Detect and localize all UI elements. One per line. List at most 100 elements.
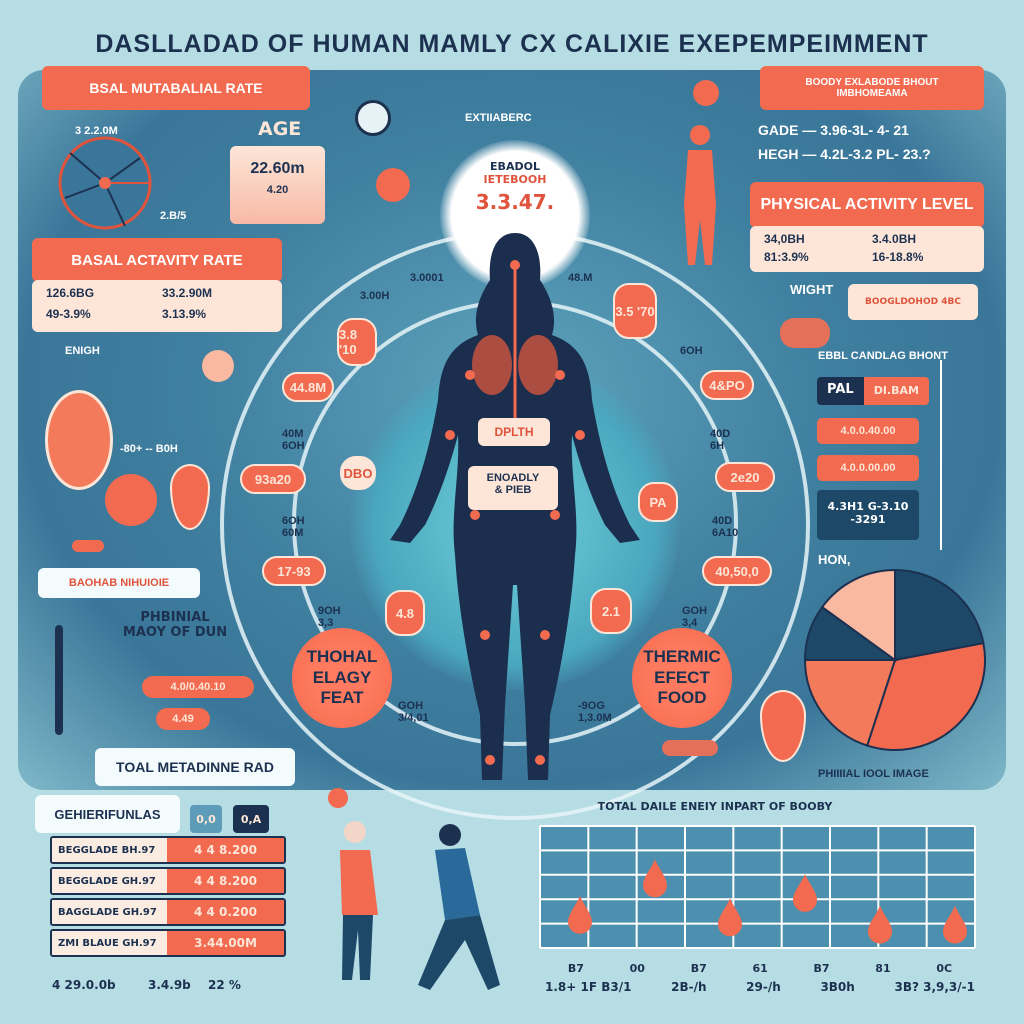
ring-pill: 44.8M (282, 372, 334, 402)
glow-line: EBADOL (490, 160, 540, 173)
organ-label: DPLTH (478, 418, 550, 446)
pal-tag-label: PAL (817, 377, 864, 405)
age-value: 4.20 (266, 184, 289, 196)
phbinial-pill: 4.49 (156, 708, 210, 730)
table-row: BEGGLADE GH.97 4 4 8.200 (50, 867, 286, 895)
no-sign-icon (202, 350, 234, 382)
bar-value: 49-3.9% (46, 307, 91, 321)
bar-value: 126.6BG (46, 286, 95, 300)
chart-title: TOTAL DAILE ENEIY INPART OF BOOBY (597, 800, 833, 813)
thermal-circle: THOHAL ELAGY FEAT (292, 628, 392, 728)
table-row: BEGGLADE BH.97 4 4 8.200 (50, 836, 286, 864)
body-label-line: & PIEB (494, 484, 532, 496)
x-tick-label: B7 (813, 962, 830, 975)
page-title: DASLLADAD OF HUMAN MAMLY CX CALIXIE EXEP… (95, 30, 929, 58)
body-label: ENOADLY & PIEB (468, 466, 558, 510)
pill-icon (662, 740, 718, 756)
x-tick-label: 3B? 3,9,3/-1 (894, 980, 975, 994)
table-row: BAGGLADE GH.97 4 4 0.200 (50, 898, 286, 926)
x-top-labels: B7 00 B7 61 B7 81 0C (545, 962, 975, 975)
kidney-icon (780, 318, 830, 348)
age-box: 22.60m 4.20 (230, 146, 325, 224)
ring-pill: 40,50,0 (702, 556, 772, 586)
thermic-effect-circle: THERMIC EFECT FOOD (632, 628, 732, 728)
bar-header: BASAL ACTAVITY RATE (32, 238, 282, 282)
gauge-label: 2.B/5 (160, 210, 187, 222)
stat-row: GADE — 3.96-3L- 4- 21 (758, 122, 909, 138)
pie-caption: PHIIIIAL IOOL IMAGE (818, 768, 929, 780)
pie-label: HON, (818, 552, 851, 567)
x-tick-label: 3B0h (820, 980, 855, 994)
row-value: 4 4 8.200 (167, 869, 284, 893)
drop-icon (760, 690, 806, 762)
x-tick-label: 61 (752, 962, 768, 975)
bottom-label: 4 29.0.0b (52, 978, 116, 992)
x-tick-label: B7 (567, 962, 584, 975)
age-value: 22.60m (250, 160, 305, 177)
wight-box: BOOGLDOHOD 4BC (848, 284, 978, 320)
ring-label: 9OH 3,3 (318, 605, 341, 629)
row-label: BEGGLADE GH.97 (52, 869, 167, 893)
ring-pill: 3.5 '70 (613, 283, 657, 339)
sun-icon (693, 80, 719, 106)
pie-slice (803, 659, 897, 747)
ring-pill: DBO (340, 456, 376, 490)
data-point-drop (943, 905, 967, 944)
x-bottom-labels: 1.8+ 1F B3/1 2B-/h 29-/h 3B0h 3B? 3,9,3/-1 (545, 980, 975, 994)
ring-label: 3.0001 (410, 272, 444, 284)
table-row: ZMI BLAUE GH.97 3.44.00M (50, 929, 286, 957)
ball-icon (376, 168, 410, 202)
chart-plot-area (540, 826, 975, 948)
ring-pill: 2e20 (715, 462, 775, 492)
pie-slice (894, 568, 985, 662)
toggle-button[interactable]: 0,0 (190, 805, 222, 833)
lung-right-icon (518, 335, 558, 395)
bar-value: 3.13.9% (162, 307, 207, 321)
row-label: BEGGLADE BH.97 (52, 838, 167, 862)
ring-pill: 2.1 (590, 588, 632, 634)
ring-pill: 4.8 (385, 590, 425, 636)
right-pill: 4.0.0.40.00 (817, 418, 919, 444)
ring-pill: 3.8 '10 (337, 318, 377, 366)
pie-chart (803, 568, 986, 751)
row-value: 4 4 0.200 (167, 900, 284, 924)
ring-label: -9OG 1,3.0M (578, 700, 612, 724)
glow-line: IETEBOOH (483, 173, 547, 186)
pal-values: 34,0BH 3.4.0BH 81:3.9% 16-18.8% (750, 226, 984, 272)
data-point-drop (643, 859, 667, 898)
candlag-label: EBBL CANDLAG BHONT (818, 350, 948, 362)
stat-label: GADE (758, 122, 799, 138)
x-tick-label: 81 (875, 962, 891, 975)
navy-box-line: -3291 (850, 513, 886, 526)
gauge-label: 3 2.2.0M (75, 125, 118, 137)
data-point-drop (868, 905, 892, 944)
right-pill: 4.0.0.00.00 (817, 455, 919, 481)
right-header-line: BOODY EXLABODE BHOUT (805, 77, 939, 88)
joint-dots (445, 260, 585, 765)
right-header: BOODY EXLABODE BHOUT IMBHOMEAMA (760, 66, 984, 110)
drop-chart (539, 825, 976, 949)
toggle-button[interactable]: 0,A (233, 805, 269, 833)
pal-value: 81:3.9% (764, 250, 809, 264)
lung-left-icon (472, 335, 512, 395)
age-label: AGE (258, 118, 302, 140)
ring-label: 6OH (680, 345, 703, 357)
ring-pill: 93a20 (240, 464, 306, 494)
ring-label: GOH 3,4 (682, 605, 708, 629)
bar-value: 33.2.90M (162, 286, 213, 300)
bottom-label: 22 % (208, 978, 241, 992)
pencil-icon (55, 625, 63, 735)
ring-label: 6OH 60M (282, 515, 305, 539)
bottom-label: 3.4.9b (148, 978, 191, 992)
ring-pill: 4&PO (700, 370, 754, 400)
egg-icon (45, 390, 113, 490)
ring-label: GOH 3/4,01 (398, 700, 429, 724)
x-tick-label: 1.8+ 1F B3/1 (545, 980, 632, 994)
wight-label: WIGHT (790, 282, 834, 297)
row-label: ZMI BLAUE GH.97 (52, 931, 167, 955)
body-label-line: ENOADLY (486, 472, 540, 484)
glow-value: 3.3.47. (475, 190, 555, 214)
x-tick-label: 2B-/h (671, 980, 707, 994)
people-illustration (328, 788, 500, 990)
pal-tag-value: DI.BAM (863, 377, 929, 405)
